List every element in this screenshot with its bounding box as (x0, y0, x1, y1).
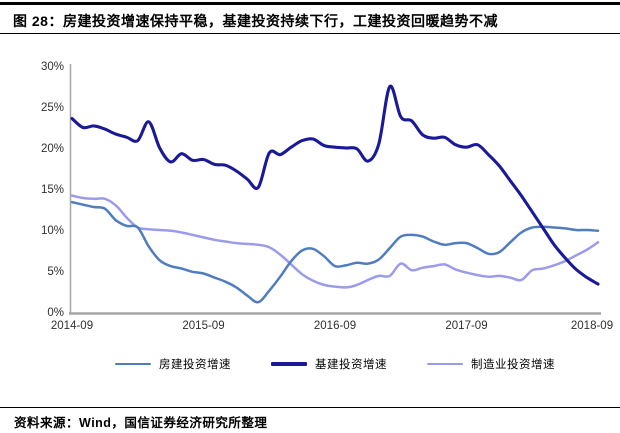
legend-item-housing: 房建投资增速 (115, 356, 231, 372)
legend-label-manufacturing: 制造业投资增速 (471, 359, 555, 371)
y-tick-label: 25% (41, 102, 64, 114)
source-note: 资料来源：Wind，国信证券经济研究所整理 (14, 416, 268, 430)
housing-series-line (70, 200, 600, 304)
chart-area: 0% 5% 10% 15% 20% 25% 30% 2014-09 2015-09 2016-09… (0, 36, 620, 346)
infrastructure-series-line (70, 84, 600, 286)
manufacturing-line-swatch (427, 362, 463, 366)
y-tick-label: 15% (41, 184, 64, 196)
legend-item-infrastructure: 基建投资增速 (271, 356, 387, 372)
y-tick-label: 0% (47, 307, 64, 319)
x-tick-label: 2018-09 (571, 320, 613, 332)
top-border-rule (0, 2, 620, 5)
legend-item-manufacturing: 制造业投资增速 (427, 356, 555, 372)
y-tick-label: 20% (41, 143, 64, 155)
figure-number-label: 图 28： (13, 13, 63, 29)
title-divider-rule (0, 33, 620, 34)
chart-legend: 房建投资增速 基建投资增速 制造业投资增速 (70, 354, 600, 374)
infrastructure-line-swatch (271, 362, 307, 366)
x-tick-label: 2015-09 (182, 320, 224, 332)
legend-label-infrastructure: 基建投资增速 (315, 359, 387, 371)
legend-label-housing: 房建投资增速 (159, 359, 231, 371)
manufacturing-series-line (70, 194, 600, 289)
y-tick-label: 5% (47, 266, 64, 278)
line-chart: 0% 5% 10% 15% 20% 25% 30% 2014-09 2015-09 2016-09… (41, 61, 613, 332)
footer-divider-rule (0, 407, 620, 408)
x-tick-label: 2017-09 (445, 320, 487, 332)
figure-title-text: 房建投资增速保持平稳，基建投资持续下行，工建投资回暖趋势不减 (62, 13, 498, 29)
housing-line-swatch (115, 362, 151, 366)
y-tick-label: 10% (41, 225, 64, 237)
y-tick-label: 30% (41, 61, 64, 73)
x-tick-label: 2014-09 (51, 320, 93, 332)
figure-title: 图 28：房建投资增速保持平稳，基建投资持续下行，工建投资回暖趋势不减 (13, 11, 613, 33)
x-tick-label: 2016-09 (314, 320, 356, 332)
